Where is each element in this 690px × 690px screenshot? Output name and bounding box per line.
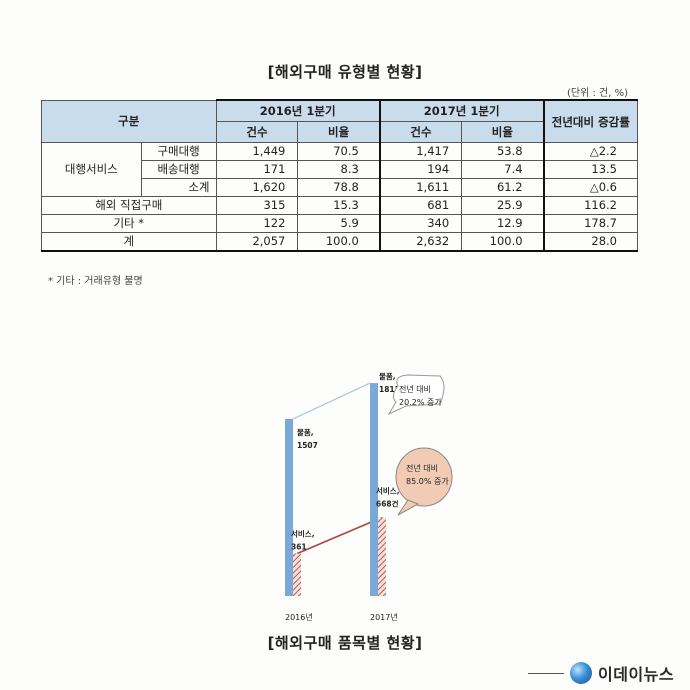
footnote: * 기타 : 거래유형 불명 [48, 276, 143, 287]
logo-divider [528, 672, 564, 674]
cell-ratio-2016: 100.0 [297, 232, 381, 252]
service-bar [378, 517, 386, 596]
table-row: 계 2,057 100.0 2,632 100.0 28.0 [41, 232, 638, 252]
unit-label: (단위 : 건, %) [567, 88, 628, 99]
cell-ratio-2017: 25.9 [461, 196, 545, 215]
header-yoy: 전년대비 증감률 [543, 99, 638, 143]
cell-yoy: 28.0 [543, 232, 638, 252]
x-tick-label: 2017년 [370, 612, 398, 622]
cell-count-2017: 2,632 [378, 232, 463, 252]
header-count-2016: 건수 [215, 121, 299, 143]
globe-icon [570, 662, 592, 684]
goods-trend-line [292, 382, 371, 420]
row-group-label: 대행서비스 [41, 142, 142, 197]
x-tick-label: 2016년 [285, 612, 313, 622]
goods-value-label: 물품, 1507 [297, 428, 318, 450]
header-category: 구분 [41, 99, 217, 143]
header-ratio-2017: 비율 [461, 121, 545, 143]
header-count-2017: 건수 [378, 121, 463, 143]
cell-count-2017: 681 [378, 196, 463, 215]
goods-bar [285, 418, 293, 596]
service-trend-line [296, 516, 383, 555]
service-callout-text: 전년 대비 85.0% 증가 [406, 463, 449, 486]
cell-count-2016: 122 [215, 214, 299, 233]
table-row: 배송대행 171 8.3 194 7.4 13.5 [42, 160, 638, 179]
table-row: 해외 직접구매 315 15.3 681 25.9 116.2 [41, 196, 638, 215]
table-row: 기타 * 122 5.9 340 12.9 178.7 [41, 214, 638, 233]
goods-callout-text: 전년 대비 20.2% 증가 [399, 384, 442, 407]
table-row: 소계 1,620 78.8 1,611 61.2 △0.6 [42, 178, 638, 197]
cell-ratio-2016: 70.5 [297, 142, 381, 161]
service-callout-tail [397, 499, 420, 516]
row-label: 계 [41, 232, 217, 252]
service-bar [293, 553, 301, 596]
table-title: [해외구매 유형별 현황] [267, 63, 423, 81]
row-label: 기타 * [41, 214, 217, 233]
service-value-label: 서비스, 361 [291, 529, 315, 552]
cell-ratio-2017: 12.9 [461, 214, 545, 233]
header-2017: 2017년 1분기 [378, 99, 545, 122]
news-logo: 이데이뉴스 [528, 660, 674, 686]
cell-ratio-2017: 100.0 [461, 232, 545, 252]
row-label: 소계 [140, 178, 217, 197]
brand-name: 이데이뉴스 [598, 665, 675, 684]
purchase-type-table: 구분 2016년 1분기 2017년 1분기 전년대비 증감률 건수 비율 건수… [41, 99, 638, 252]
cell-count-2017: 1,417 [378, 142, 463, 161]
cell-ratio-2016: 78.8 [297, 178, 381, 197]
cell-yoy: 178.7 [543, 214, 638, 233]
service-value-label: 서비스, 668건 [376, 486, 400, 509]
goods-value-label: 물품, 1812 [379, 372, 400, 394]
chart-title: [해외구매 품목별 현황] [267, 634, 423, 652]
cell-yoy: △0.6 [543, 178, 638, 197]
goods-bar [370, 383, 378, 596]
header-ratio-2016: 비율 [297, 121, 381, 143]
goods-callout-bubble [387, 374, 445, 416]
cell-ratio-2017: 61.2 [461, 178, 545, 197]
cell-ratio-2017: 7.4 [461, 160, 545, 179]
service-callout-bubble [395, 447, 453, 507]
cell-count-2016: 1,449 [215, 142, 299, 161]
cell-count-2016: 2,057 [215, 232, 299, 252]
